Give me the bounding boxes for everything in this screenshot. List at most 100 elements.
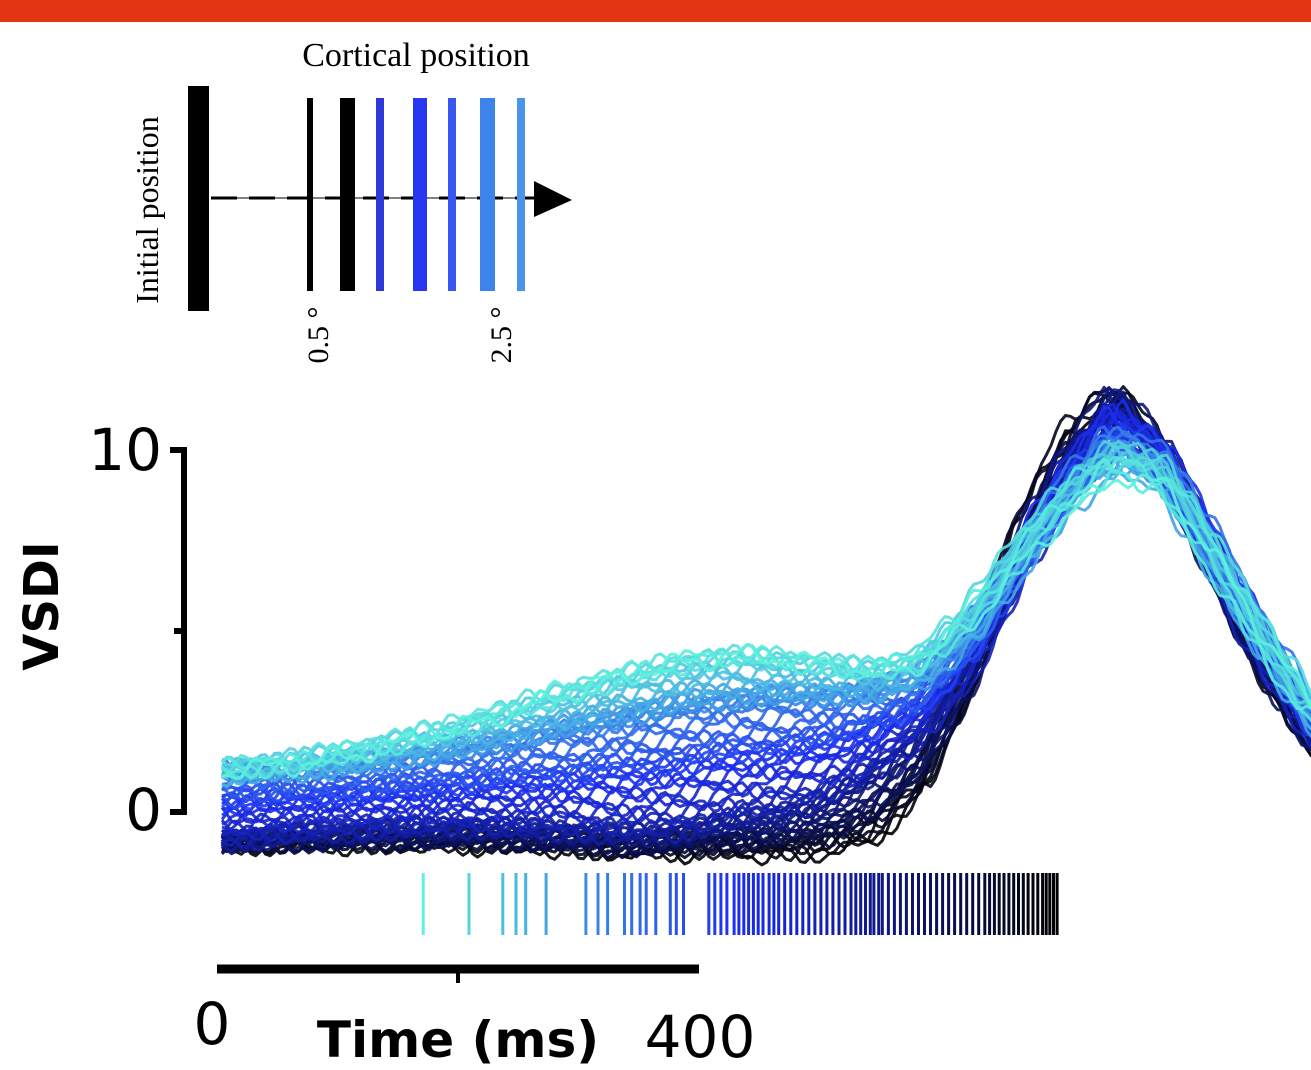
- raster-tick: [467, 873, 471, 935]
- raster-tick: [1031, 873, 1035, 935]
- vsdi-trace: [220, 439, 1311, 777]
- raster-tick: [1055, 873, 1059, 935]
- raster-tick: [868, 873, 872, 935]
- y-tick-label-10: 10: [88, 416, 162, 484]
- raster-tick: [772, 873, 776, 935]
- vsdi-trace: [221, 441, 1311, 781]
- position-bar-3: [376, 98, 384, 291]
- position-bar-4: [413, 98, 427, 291]
- raster-tick: [864, 873, 867, 935]
- raster-tick: [756, 873, 760, 935]
- vsdi-traces: [220, 385, 1311, 867]
- raster-tick: [623, 873, 626, 935]
- raster-tick: [501, 873, 505, 935]
- vsdi-trace: [221, 398, 1311, 816]
- raster-tick: [719, 873, 723, 935]
- raster-tick: [801, 873, 805, 935]
- raster-tick: [1044, 873, 1048, 935]
- inset-title: Cortical position: [302, 37, 530, 74]
- raster-tick: [638, 873, 642, 935]
- vsdi-trace: [221, 413, 1311, 826]
- position-bar-5: [448, 98, 456, 291]
- vsdi-trace: [221, 425, 1311, 848]
- raster-tick: [777, 873, 781, 935]
- raster-tick: [713, 873, 717, 935]
- raster-tick: [953, 873, 957, 935]
- raster-tick: [1026, 873, 1030, 935]
- raster-tick: [929, 873, 932, 935]
- raster-tick: [904, 873, 908, 935]
- raster-tick: [1007, 873, 1011, 935]
- initial-position-bar: [188, 86, 209, 311]
- raster-tick: [872, 873, 876, 935]
- raster-tick: [1017, 873, 1020, 935]
- raster-tick: [732, 873, 736, 935]
- raster-tick: [892, 873, 896, 935]
- raster-tick: [1002, 873, 1006, 935]
- raster-tick: [783, 873, 787, 935]
- raster-tick: [674, 873, 678, 935]
- raster-tick: [544, 873, 548, 935]
- raster-tick: [742, 873, 746, 935]
- raster-tick: [935, 873, 939, 935]
- raster-tick: [988, 873, 992, 935]
- raster-tick: [737, 873, 741, 935]
- raster-tick: [837, 873, 841, 935]
- raster-tick: [1052, 873, 1055, 935]
- raster-tick: [854, 873, 858, 935]
- position-bar-2: [340, 98, 355, 291]
- raster-tick: [849, 873, 853, 935]
- raster-tick: [825, 873, 829, 935]
- raster-tick: [997, 873, 1001, 935]
- raster-tick: [514, 873, 518, 935]
- raster-tick: [707, 873, 711, 935]
- raster-tick: [877, 873, 881, 935]
- raster-tick: [992, 873, 996, 935]
- raster-tick: [747, 873, 751, 935]
- position-bar-6: [480, 98, 495, 291]
- raster-tick: [813, 873, 817, 935]
- inset-side-label: Initial position: [129, 116, 165, 304]
- raster-tick: [795, 873, 799, 935]
- raster-tick: [789, 873, 793, 935]
- raster-tick: [606, 873, 610, 935]
- raster-tick: [983, 873, 987, 935]
- tick-label-0-5-deg: 0.5 °: [302, 307, 335, 364]
- raster-tick: [965, 873, 969, 935]
- raster-tick: [767, 873, 771, 935]
- raster-tick: [807, 873, 811, 935]
- raster-tick: [630, 873, 634, 935]
- raster-tick: [947, 873, 951, 935]
- raster-tick: [668, 873, 672, 935]
- raster-tick: [1048, 873, 1052, 935]
- raster-tick: [843, 873, 847, 935]
- raster-tick: [971, 873, 975, 935]
- y-tick-label-0: 0: [125, 776, 162, 844]
- raster-tick: [941, 873, 945, 935]
- raster-tick: [911, 873, 914, 935]
- raster-tick: [886, 873, 890, 935]
- tick-label-2-5-deg: 2.5 °: [485, 307, 518, 364]
- raster-tick: [819, 873, 823, 935]
- vsdi-trace: [221, 451, 1311, 785]
- raster-tick: [644, 873, 648, 935]
- raster-tick: [831, 873, 835, 935]
- raster-tick: [898, 873, 902, 935]
- raster-tick: [725, 873, 729, 935]
- vsdi-trace: [221, 473, 1311, 781]
- raster-tick: [977, 873, 981, 935]
- raster-tick: [751, 873, 755, 935]
- raster-tick: [880, 873, 884, 935]
- vsdi-trace: [220, 457, 1311, 780]
- spike-raster: [421, 873, 1059, 935]
- raster-tick: [421, 873, 425, 935]
- raster-tick: [761, 873, 765, 935]
- raster-tick: [524, 873, 528, 935]
- top-accent-bar: [0, 0, 1311, 22]
- y-axis: 10 0 VSDI: [14, 416, 187, 844]
- x-axis-label: Time (ms): [317, 1011, 599, 1069]
- raster-tick: [654, 873, 658, 935]
- raster-tick: [584, 873, 588, 935]
- position-bar-7: [517, 98, 525, 291]
